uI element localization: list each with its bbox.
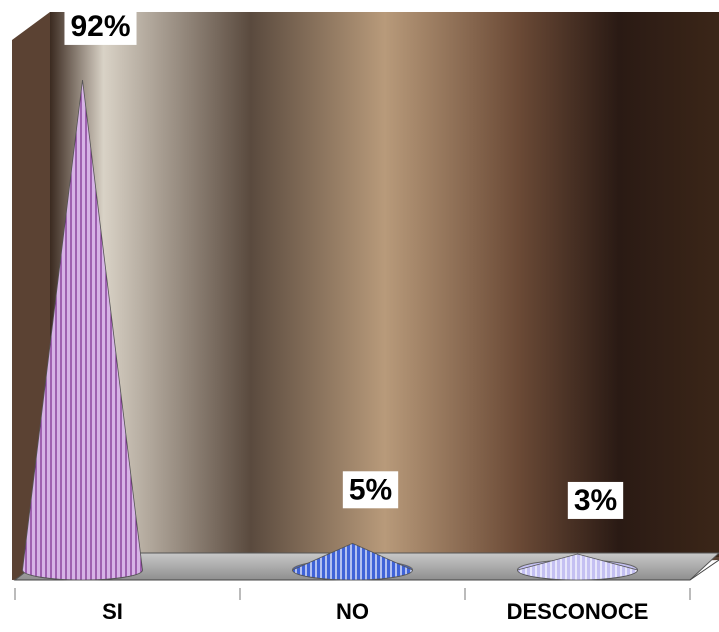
value-label-bg [567,481,624,519]
x-tick-label: DESCONOCE [507,599,649,624]
x-tick-label: NO [336,599,369,624]
value-label: 3% [574,484,617,517]
x-tick-label: SI [102,599,123,624]
back-wall [50,12,719,557]
cone [292,542,413,581]
value-label: 5% [349,473,392,506]
cone [22,79,143,581]
axis-line [689,559,719,581]
value-label-bg [342,471,399,509]
cone [517,553,638,581]
value-label: 92% [70,10,130,43]
value-label-bg [64,7,137,45]
